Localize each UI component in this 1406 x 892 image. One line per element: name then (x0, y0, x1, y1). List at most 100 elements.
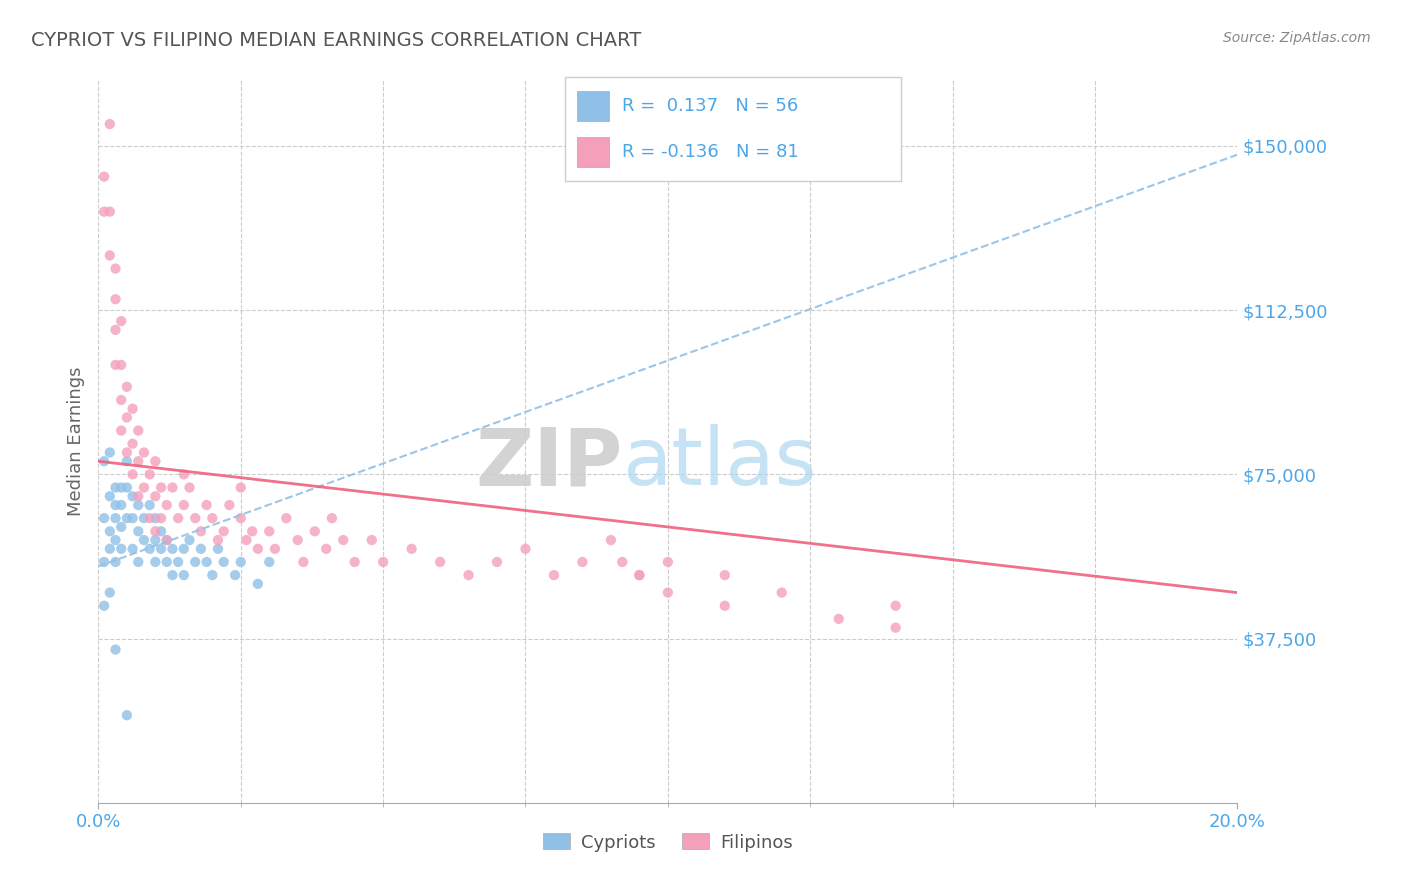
Point (127, 489, 149, 503)
Point (240, 524, 263, 539)
Point (190, 541, 212, 556)
Point (201, 511, 224, 525)
Point (127, 498, 149, 512)
Point (104, 481, 127, 495)
Point (212, 555, 235, 569)
Point (127, 454, 149, 468)
Point (121, 541, 143, 556)
Point (828, 612, 851, 626)
Point (93, 169, 115, 184)
Point (104, 292, 127, 306)
Point (612, 555, 634, 569)
Point (156, 498, 179, 512)
Point (127, 424, 149, 438)
Point (235, 533, 257, 547)
Point (212, 524, 235, 539)
Point (264, 541, 287, 556)
FancyBboxPatch shape (565, 77, 901, 181)
Point (98, 204, 121, 219)
Point (104, 261, 127, 276)
Point (121, 436, 143, 450)
Point (98, 445, 121, 459)
Point (156, 533, 179, 547)
Text: ZIP: ZIP (475, 425, 623, 502)
Point (145, 489, 167, 503)
Point (401, 541, 423, 556)
Point (571, 555, 593, 569)
Point (145, 555, 167, 569)
Point (457, 568, 479, 582)
Point (145, 533, 167, 547)
Point (321, 511, 343, 525)
Point (98, 248, 121, 262)
Point (150, 511, 173, 525)
Point (110, 358, 132, 372)
Point (127, 524, 149, 539)
Point (110, 424, 132, 438)
Point (98, 585, 121, 599)
Point (132, 481, 155, 495)
Point (304, 524, 326, 539)
Point (132, 511, 155, 525)
Point (628, 568, 651, 582)
Point (110, 481, 132, 495)
Point (145, 524, 167, 539)
Point (93, 511, 115, 525)
Point (115, 380, 138, 394)
Point (884, 621, 907, 635)
Point (104, 555, 127, 569)
Point (360, 533, 382, 547)
Point (190, 524, 212, 539)
Point (156, 555, 179, 569)
Point (195, 498, 218, 512)
Point (167, 511, 190, 525)
Point (201, 568, 224, 582)
Point (292, 555, 315, 569)
Point (145, 454, 167, 468)
Point (179, 533, 201, 547)
Point (343, 555, 366, 569)
Legend: Cypriots, Filipinos: Cypriots, Filipinos (536, 826, 800, 859)
Point (184, 555, 207, 569)
Point (229, 481, 252, 495)
Point (110, 498, 132, 512)
Point (121, 401, 143, 416)
Point (229, 511, 252, 525)
Point (115, 445, 138, 459)
Text: R =  0.137   N = 56: R = 0.137 N = 56 (623, 97, 799, 115)
Point (195, 555, 218, 569)
Point (98, 541, 121, 556)
Point (150, 541, 173, 556)
Point (138, 511, 160, 525)
Point (373, 555, 395, 569)
Point (224, 568, 246, 582)
Point (156, 533, 179, 547)
Point (246, 577, 269, 591)
Point (173, 467, 195, 482)
Point (884, 599, 907, 613)
Point (138, 467, 160, 482)
Point (104, 511, 127, 525)
Point (138, 498, 160, 512)
Point (104, 533, 127, 547)
Point (600, 533, 623, 547)
Point (184, 511, 207, 525)
Point (259, 524, 281, 539)
Point (138, 541, 160, 556)
Y-axis label: Median Earnings: Median Earnings (66, 367, 84, 516)
Point (162, 541, 184, 556)
Point (110, 314, 132, 328)
Point (332, 533, 354, 547)
Point (121, 511, 143, 525)
Point (173, 498, 195, 512)
Point (104, 323, 127, 337)
Point (121, 489, 143, 503)
Point (173, 541, 195, 556)
Point (121, 467, 143, 482)
Point (132, 445, 155, 459)
Point (104, 642, 127, 657)
Point (770, 585, 793, 599)
Point (246, 541, 269, 556)
Point (93, 555, 115, 569)
Point (179, 481, 201, 495)
